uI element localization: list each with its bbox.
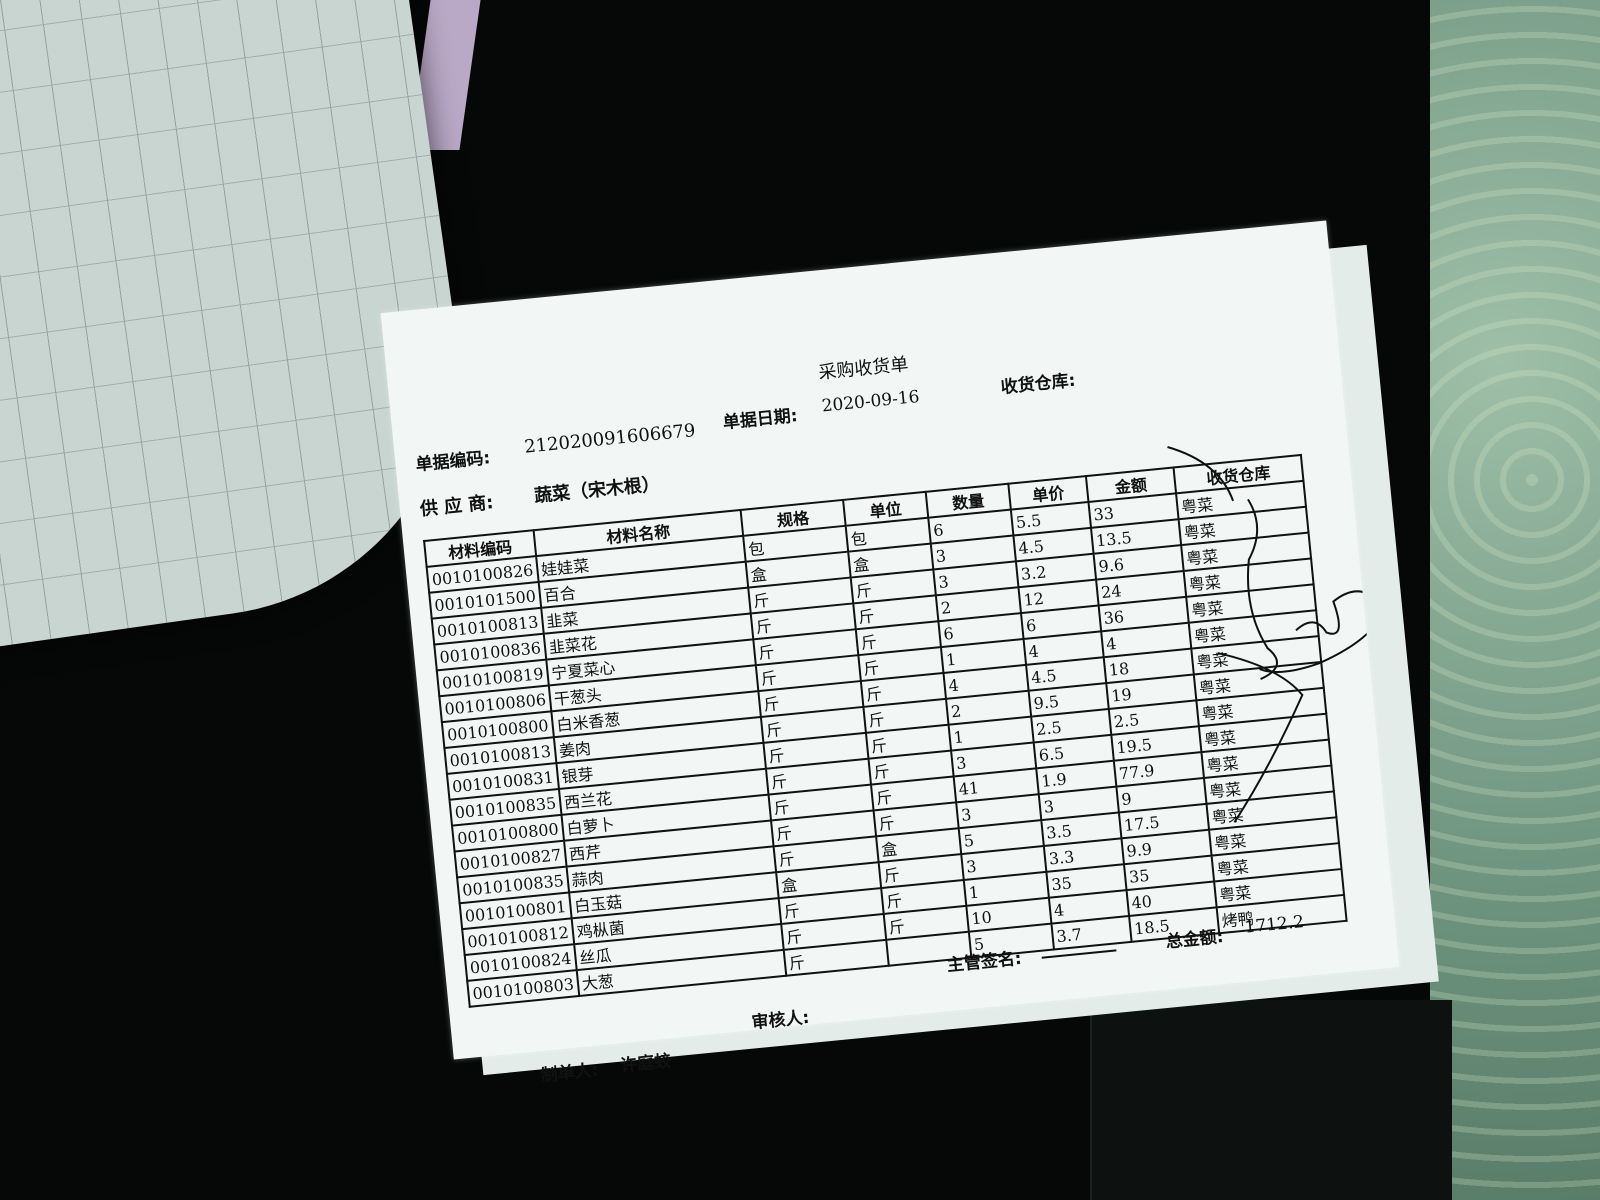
warehouse-label: 收货仓库: [999, 370, 1077, 398]
purchase-receipt-form: 采购收货单 单据日期: 2020-09-16 收货仓库: 单据编码: 21202… [380, 220, 1400, 1086]
supervisor-signature-line [1041, 949, 1117, 959]
total-label: 总金额: [1164, 926, 1225, 953]
black-tray [1090, 1000, 1452, 1200]
maker-label: 制单人: [539, 1060, 600, 1087]
form-title: 采购收货单 [817, 353, 910, 384]
supplier-name: 蔬菜（宋木根） [533, 473, 661, 507]
total-amount: 1712.2 [1243, 911, 1305, 938]
maker-name: 许庭蛟 [619, 1051, 673, 1077]
doc-code-label: 单据编码: [414, 448, 492, 476]
green-tablecloth [1430, 0, 1600, 1200]
doc-date: 2020-09-16 [820, 387, 921, 417]
supplier-label: 供 应 商: [419, 492, 495, 521]
doc-date-label: 单据日期: [722, 406, 799, 434]
doc-code: 212020091606679 [523, 420, 697, 458]
